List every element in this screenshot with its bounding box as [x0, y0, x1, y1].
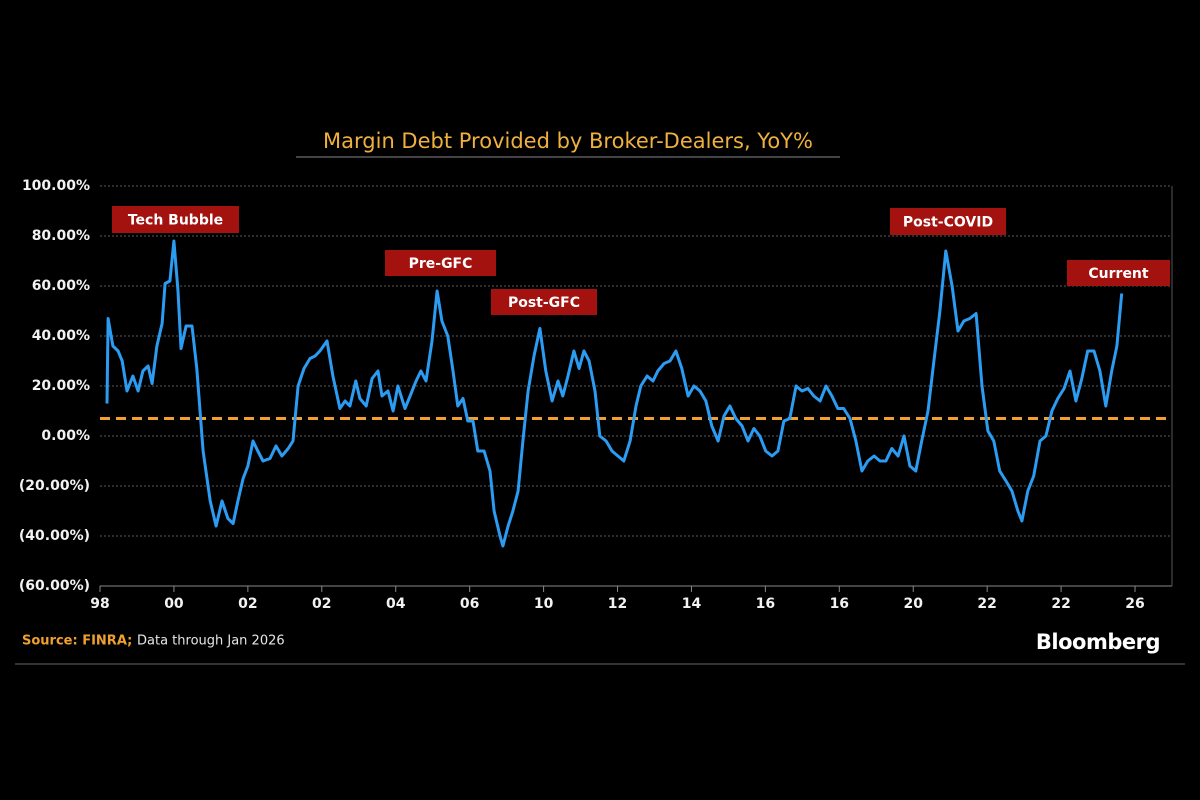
annotation: Post-GFC — [508, 295, 580, 311]
y-tick-label: 0.00% — [41, 428, 90, 444]
x-tick-label: 14 — [682, 596, 702, 612]
annotation-box — [1067, 260, 1170, 286]
y-tick-label: 20.00% — [32, 378, 90, 394]
x-tick-label: 02 — [312, 596, 331, 612]
y-tick-label: 60.00% — [32, 278, 90, 294]
y-tick-label: 80.00% — [32, 228, 90, 244]
annotation: Current — [1088, 266, 1149, 282]
x-tick-label: 12 — [608, 596, 627, 612]
x-tick-label: 22 — [977, 596, 996, 612]
x-tick-label: 04 — [386, 596, 406, 612]
chart-title: Margin Debt Provided by Broker-Dealers, … — [323, 129, 813, 153]
annotation: Post-COVID — [903, 215, 993, 231]
brand: Bloomberg — [1036, 630, 1160, 654]
source-label: Source: FINRA; — [22, 634, 132, 649]
y-tick-label: (40.00%) — [19, 528, 90, 544]
y-tick-label: 100.00% — [22, 178, 90, 194]
x-tick-label: 22 — [1051, 596, 1070, 612]
data-line — [105, 239, 1124, 548]
x-tick-label: 06 — [460, 596, 479, 612]
x-tick-label: 26 — [1125, 596, 1144, 612]
y-tick-label: (60.00%) — [19, 578, 90, 594]
x-tick-label: 10 — [534, 596, 554, 612]
x-tick-label: 02 — [238, 596, 257, 612]
x-tick-label: 98 — [90, 596, 109, 612]
x-tick-label: 20 — [903, 596, 923, 612]
annotation-box — [491, 289, 597, 315]
y-tick-label: (20.00%) — [19, 478, 90, 494]
annotation-box — [112, 206, 239, 233]
x-tick-label: 16 — [756, 596, 775, 612]
source-note: Data through Jan 2026 — [137, 634, 285, 649]
annotation: Tech Bubble — [128, 213, 223, 229]
annotation-box — [385, 250, 496, 276]
y-tick-label: 40.00% — [32, 328, 90, 344]
x-tick-label: 16 — [830, 596, 849, 612]
annotation: Pre-GFC — [409, 256, 473, 272]
annotation-box — [890, 208, 1006, 235]
x-tick-label: 00 — [164, 596, 184, 612]
